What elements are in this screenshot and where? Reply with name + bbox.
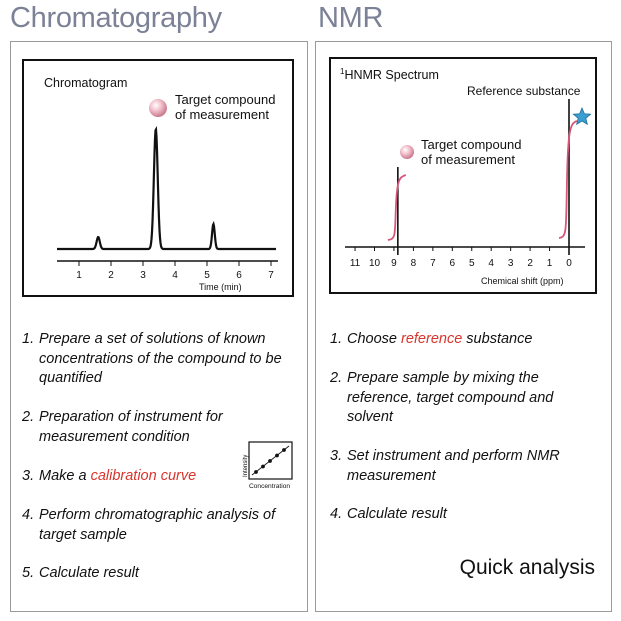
step-number: 4. [330, 506, 343, 522]
step-number: 4. [22, 507, 35, 523]
target-annotation-line1: Target compound [175, 92, 275, 107]
step-text-part: Calculate result [347, 506, 447, 522]
calibration-y-label: Intensity [243, 455, 249, 477]
chromatography-step-1: 1. Prepare a set of solutions of known co… [22, 330, 292, 389]
chromatography-step-3: 3. Make a calibration curve [22, 467, 292, 487]
time-tick-label: 2 [108, 270, 114, 281]
target-compound-marker [149, 99, 167, 117]
highlight-term: calibration curve [90, 468, 197, 484]
star-icon [572, 106, 592, 126]
step-text: Choose reference substance [330, 330, 600, 350]
shift-tick-label: 0 [566, 258, 572, 269]
step-text-part: Calculate result [39, 565, 139, 581]
shift-tick-label: 8 [411, 258, 417, 269]
chromatography-step-4: 4. Perform chromatographic analysis of ta… [22, 506, 292, 545]
shift-tick-label: 5 [469, 258, 475, 269]
shift-tick-label: 1 [547, 258, 553, 269]
step-number: 2. [22, 409, 35, 425]
calibration-x-label: Concentration [249, 483, 290, 490]
nmr-svg: 1HNMR Spectrum Reference substance Targe… [340, 67, 592, 286]
step-text: Set instrument and perform NMR measureme… [330, 447, 600, 486]
step-text-part: Perform chromatographic analysis of targ… [39, 507, 276, 543]
target-peak-integral [387, 174, 407, 241]
nmr-label: 1HNMR Spectrum [340, 67, 439, 82]
step-number: 2. [330, 370, 343, 386]
chromatogram-label: Chromatogram [44, 76, 127, 90]
step-text-part: Prepare a set of solutions of known conc… [39, 331, 282, 386]
nmr-step-2: 2. Prepare sample by mixing the reference… [330, 369, 600, 428]
chromatography-step-2: 2. Preparation of instrument for measurem… [22, 408, 292, 447]
highlight-term: reference [401, 331, 463, 347]
step-number: 5. [22, 565, 35, 581]
nmr-title: NMR [318, 2, 384, 34]
step-text: Calculate result [330, 505, 600, 525]
time-tick-label: 7 [268, 270, 274, 281]
shift-tick-label: 10 [369, 258, 381, 269]
chromatogram-trace [57, 125, 276, 251]
reference-peak-integral [558, 120, 578, 239]
step-text: Make a calibration curve [22, 467, 292, 487]
target-compound-marker [400, 145, 414, 159]
step-text-part: Set instrument and perform NMR measureme… [347, 448, 560, 484]
step-number: 3. [330, 448, 343, 464]
chromatogram-svg: Chromatogram Target compound of measurem… [44, 76, 278, 292]
step-number: 1. [330, 331, 343, 347]
quick-analysis-label: Quick analysis [459, 556, 595, 579]
step-text-part: Preparation of instrument for measuremen… [39, 409, 223, 445]
shift-tick-label: 9 [391, 258, 397, 269]
nmr-step-3: 3. Set instrument and perform NMR measure… [330, 447, 600, 486]
chemical-shift-label: Chemical shift (ppm) [481, 276, 564, 286]
step-text: Calculate result [22, 564, 292, 584]
time-tick-label: 5 [204, 270, 210, 281]
nmr-target-annotation-line1: Target compound [421, 137, 521, 152]
shift-tick-label: 7 [430, 258, 436, 269]
nmr-step-4: 4. Calculate result [330, 505, 600, 525]
time-tick-label: 4 [172, 270, 178, 281]
step-text: Perform chromatographic analysis of targ… [22, 506, 292, 545]
nmr-spectrum-chart: 1HNMR Spectrum Reference substance Targe… [329, 57, 597, 294]
step-text-part: Prepare sample by mixing the reference, … [347, 370, 554, 425]
nmr-target-annotation-line2: of measurement [421, 152, 515, 167]
shift-tick-label: 3 [508, 258, 514, 269]
step-text-part: substance [462, 331, 533, 347]
reference-substance-label: Reference substance [467, 84, 581, 98]
step-number: 3. [22, 468, 35, 484]
shift-tick-label: 4 [488, 258, 494, 269]
step-number: 1. [22, 331, 35, 347]
step-text-part: Make a [39, 468, 91, 484]
step-text-part: Choose [347, 331, 402, 347]
time-tick-label: 1 [76, 270, 82, 281]
time-axis-label: Time (min) [199, 282, 242, 292]
shift-tick-label: 6 [450, 258, 456, 269]
chromatography-panel: Chromatogram Target compound of measurem… [10, 41, 308, 612]
chromatography-step-5: 5. Calculate result [22, 564, 292, 584]
chromatography-title: Chromatography [10, 2, 222, 34]
time-tick-label: 6 [236, 270, 242, 281]
shift-tick-label: 2 [527, 258, 533, 269]
time-tick-label: 3 [140, 270, 146, 281]
shift-tick-label: 11 [350, 258, 361, 269]
target-annotation-line2: of measurement [175, 107, 269, 122]
nmr-step-1: 1. Choose reference substance [330, 330, 600, 350]
step-text: Prepare a set of solutions of known conc… [22, 330, 292, 389]
step-text: Preparation of instrument for measuremen… [22, 408, 292, 447]
step-text: Prepare sample by mixing the reference, … [330, 369, 600, 428]
nmr-panel: 1HNMR Spectrum Reference substance Targe… [315, 41, 612, 612]
calibration-curve-icon: Intensity Concentration [243, 441, 293, 490]
chromatogram-chart: Chromatogram Target compound of measurem… [22, 59, 294, 297]
